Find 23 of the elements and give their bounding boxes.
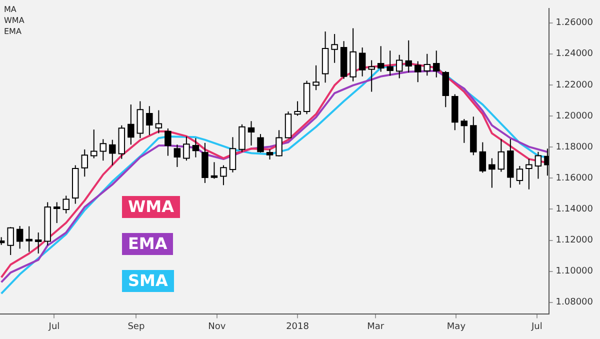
y-tick-label: 1.12000 (556, 236, 594, 246)
x-tick-label: Mar (367, 322, 384, 332)
y-tick-label: 1.24000 (556, 49, 594, 60)
text: WMA (122, 196, 180, 218)
y-tick-label: 1.14000 (556, 204, 594, 215)
annotation: MA (4, 4, 18, 15)
text: SMA (122, 270, 174, 292)
x-tick-label: Jul (530, 322, 542, 332)
annotation: WMA (4, 15, 24, 26)
y-tick-label: 1.18000 (556, 142, 594, 152)
annotation: EMA (4, 26, 22, 37)
text: EMA (122, 233, 174, 255)
y-tick-label: 1.22000 (556, 80, 594, 90)
x-tick-label: May (446, 322, 466, 332)
y-tick-label: 1.16000 (556, 173, 594, 184)
y-tick-label: 1.20000 (556, 111, 594, 122)
y-tick-label: 1.10000 (556, 266, 594, 277)
x-tick-label: Jul (48, 322, 60, 332)
x-tick-label: Nov (208, 322, 226, 332)
y-tick-label: 1.26000 (556, 18, 594, 28)
y-tick-label: 1.08000 (556, 298, 594, 308)
x-tick-label: 2018 (286, 322, 310, 332)
x-tick-label: Sep (128, 322, 145, 332)
